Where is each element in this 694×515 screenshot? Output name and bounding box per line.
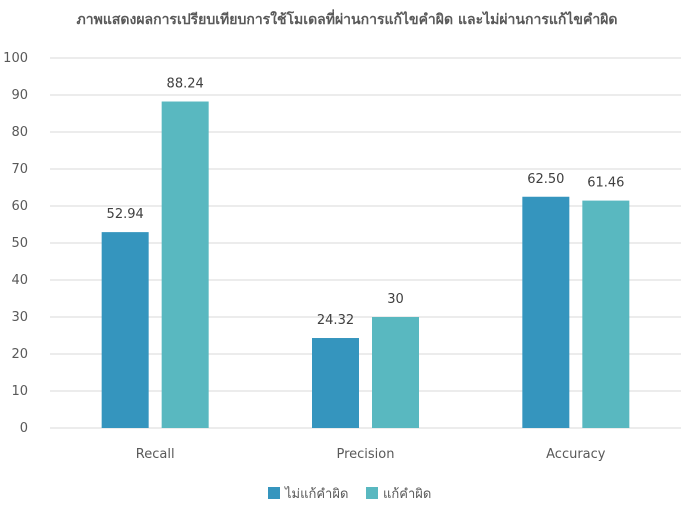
y-tick-label: 80 <box>11 125 28 140</box>
bars <box>101 101 630 429</box>
x-category-label: Accuracy <box>546 447 606 462</box>
data-label: 61.46 <box>587 176 624 191</box>
data-label: 30 <box>387 292 404 307</box>
y-tick-label: 20 <box>11 347 28 362</box>
y-tick-label: 70 <box>11 162 28 177</box>
legend-swatch <box>268 487 280 499</box>
y-tick-label: 0 <box>20 421 28 436</box>
legend-swatch <box>366 487 378 499</box>
data-label: 24.32 <box>317 313 354 328</box>
gridlines <box>50 57 681 429</box>
bar-recall-series-0 <box>101 232 149 428</box>
bar-accuracy-series-0 <box>522 196 570 428</box>
legend-label: ไม่แก้คำผิด <box>284 486 348 502</box>
data-labels: 52.94 88.24 24.32 30 62.50 61.46 <box>107 77 625 329</box>
data-label: 62.50 <box>527 172 564 187</box>
y-tick-label: 90 <box>11 88 28 103</box>
y-tick-label: 40 <box>11 273 28 288</box>
data-label: 88.24 <box>167 77 204 92</box>
bar-accuracy-series-1 <box>582 200 630 428</box>
legend: ไม่แก้คำผิด แก้คำผิด <box>268 486 431 502</box>
y-axis: 0 10 20 30 40 50 60 70 80 90 100 <box>3 51 28 436</box>
x-category-label: Precision <box>336 447 394 462</box>
y-tick-label: 30 <box>11 310 28 325</box>
x-category-label: Recall <box>136 447 175 462</box>
legend-label: แก้คำผิด <box>383 487 431 502</box>
y-tick-label: 10 <box>11 384 28 399</box>
bar-precision-series-0 <box>312 338 359 428</box>
y-tick-label: 60 <box>11 199 28 214</box>
y-tick-label: 50 <box>11 236 28 251</box>
y-tick-label: 100 <box>3 51 28 66</box>
chart-title: ภาพแสดงผลการเปรียบเทียบการใช้โมเดลที่ผ่า… <box>77 9 618 28</box>
data-label: 52.94 <box>107 207 144 222</box>
bar-recall-series-1 <box>161 101 209 429</box>
x-axis: Recall Precision Accuracy <box>136 447 606 462</box>
bar-precision-series-1 <box>372 317 419 428</box>
